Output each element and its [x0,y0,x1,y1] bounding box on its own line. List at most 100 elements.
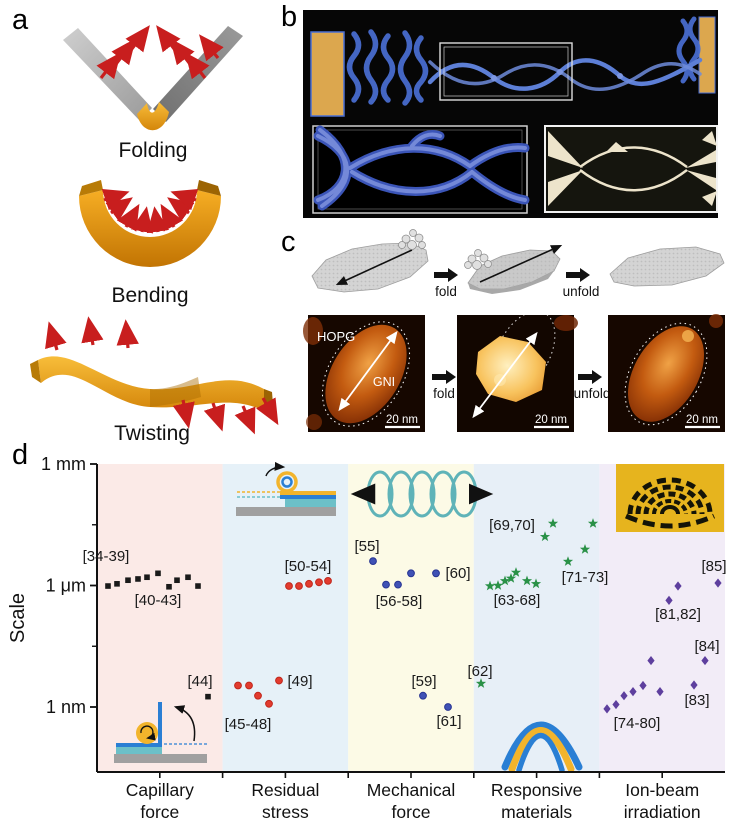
panel-d-label: d [12,439,29,471]
bending-diagram [79,180,221,267]
y-axis-title: Scale [7,593,29,643]
ref-label: [71-73] [562,569,609,586]
left-woven-block [346,29,429,106]
fold-axis-white-arrow [338,330,398,412]
data-point-mechanical-force [394,580,402,589]
panel-b-label: b [281,1,298,33]
ref-label: [50-54] [285,558,332,575]
data-point-ion-beam-irradiation [612,699,620,710]
panel-b-micrograph [303,10,718,218]
unfold-label-top: unfold [563,284,600,299]
zoom-inset-afm [544,125,718,213]
flake-flat-1 [311,229,429,293]
data-point-ion-beam-irradiation [690,680,698,690]
data-point-capillary-force [195,583,201,589]
category-label: Residual [251,780,319,800]
data-point-ion-beam-irradiation [629,687,637,697]
data-point-capillary-force [114,581,120,587]
data-point-residual-stress [305,579,313,588]
ref-label: [69,70] [489,517,535,534]
afm-image-1: HOPG GNI 20 nm [303,315,425,432]
fold-label-bottom: fold [433,386,455,401]
data-point-ion-beam-irradiation [674,581,682,591]
data-point-mechanical-force [407,569,415,578]
panel-a-graphics [30,25,279,435]
afm-tip-icon [464,249,492,270]
y-tick-label: 1 μm [46,576,86,596]
data-point-responsive-materials [579,544,591,554]
data-point-ion-beam-irradiation [639,680,647,691]
ref-label: [61] [436,713,461,730]
ref-label: [49] [287,673,312,690]
bending-force-arrows [101,188,199,234]
unfold-arrow-icon [566,268,590,282]
category-band [348,464,474,772]
y-tick-label: 1 nm [46,697,86,717]
data-point-residual-stress [245,681,253,690]
category-label: force [392,802,431,822]
data-point-capillary-force [135,576,141,582]
ref-label: [62] [467,663,492,680]
data-point-capillary-force [174,577,180,584]
data-point-responsive-materials [492,580,504,590]
folded-edge [468,271,554,294]
data-point-capillary-force [155,570,161,577]
flake-flat-2 [609,246,725,287]
ref-label: [83] [684,692,709,709]
bending-left-cap [79,180,103,196]
afm-image-2: 20 nm [457,310,578,432]
folding-hinge [137,102,169,131]
twisting-ribbon [38,356,264,411]
ref-label: [56-58] [376,593,423,610]
scalebar-label: 20 nm [386,414,418,426]
data-point-responsive-materials [475,678,487,688]
category-label: stress [262,802,309,822]
data-point-residual-stress [234,681,242,690]
category-label: Responsive [491,780,582,800]
flake-label: GNI [373,375,395,389]
ref-label: [84] [694,638,719,655]
ref-label: [34-39] [83,548,130,565]
data-point-ion-beam-irradiation [603,704,611,714]
ref-label: [85] [701,558,726,575]
bending-right-cap [197,180,221,196]
data-point-residual-stress [295,582,303,590]
ref-label: [44] [187,673,212,690]
highlight-box-inner [443,46,569,97]
ref-label: [55] [354,538,379,555]
data-point-capillary-force [144,574,150,581]
category-label: Capillary [126,780,194,800]
data-point-residual-stress [265,699,273,708]
fold-axis-white-arrow [472,331,538,419]
data-point-mechanical-force [382,580,390,589]
data-point-residual-stress [275,676,283,685]
data-point-capillary-force [205,693,211,700]
data-point-mechanical-force [419,691,427,700]
afm-tip-icon [398,229,426,250]
data-point-responsive-materials [547,518,559,528]
bilayer-arch-icon [501,721,583,773]
data-point-ion-beam-irradiation [714,578,722,588]
chart-marks: CapillaryforceResidualstressMechanicalfo… [7,454,727,822]
highlight-box [439,42,573,101]
stretch-mesh-icon [350,470,494,518]
data-point-responsive-materials [521,575,533,586]
data-point-capillary-force [185,574,191,581]
folding-caption: Folding [118,139,188,162]
data-point-responsive-materials [530,578,542,589]
left-gold-pad [310,31,345,117]
fold-label-top: fold [435,284,457,299]
category-label: Mechanical [367,780,456,800]
ref-label: [40-43] [135,592,182,609]
data-point-ion-beam-irradiation [701,655,709,666]
data-point-responsive-materials [499,575,511,586]
category-band [473,464,600,772]
ref-label: [74-80] [614,715,661,732]
scalebar-label: 20 nm [686,414,718,426]
data-point-responsive-materials [505,573,517,583]
folding-diagram [63,25,243,131]
fold-schematic-row: fold unfold [311,229,725,299]
data-point-capillary-force [125,577,131,584]
y-tick-label: 1 mm [41,454,86,474]
